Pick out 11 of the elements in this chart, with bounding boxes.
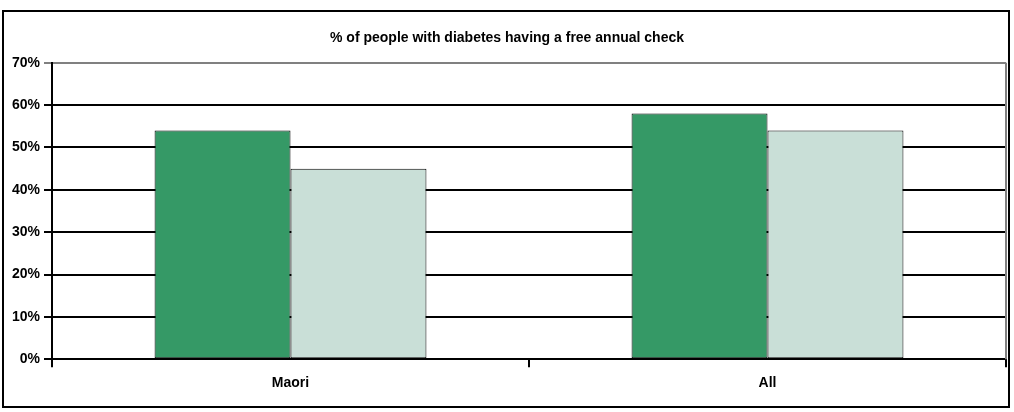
y-tick-label: 40% xyxy=(11,180,41,197)
y-tick-label: 50% xyxy=(11,138,41,155)
y-tick-label: 0% xyxy=(19,350,41,367)
y-tick-label: 60% xyxy=(11,96,41,112)
x-tick-label: Maori xyxy=(271,374,310,391)
y-tick-label: 30% xyxy=(11,223,41,240)
y-tick-label: 70% xyxy=(11,53,41,70)
y-tick-label: 20% xyxy=(11,265,41,282)
y-tick-label: 10% xyxy=(11,307,41,324)
x-tick-label: All xyxy=(758,374,777,391)
chart-title: % of people with diabetes having a free annual check xyxy=(330,29,685,46)
